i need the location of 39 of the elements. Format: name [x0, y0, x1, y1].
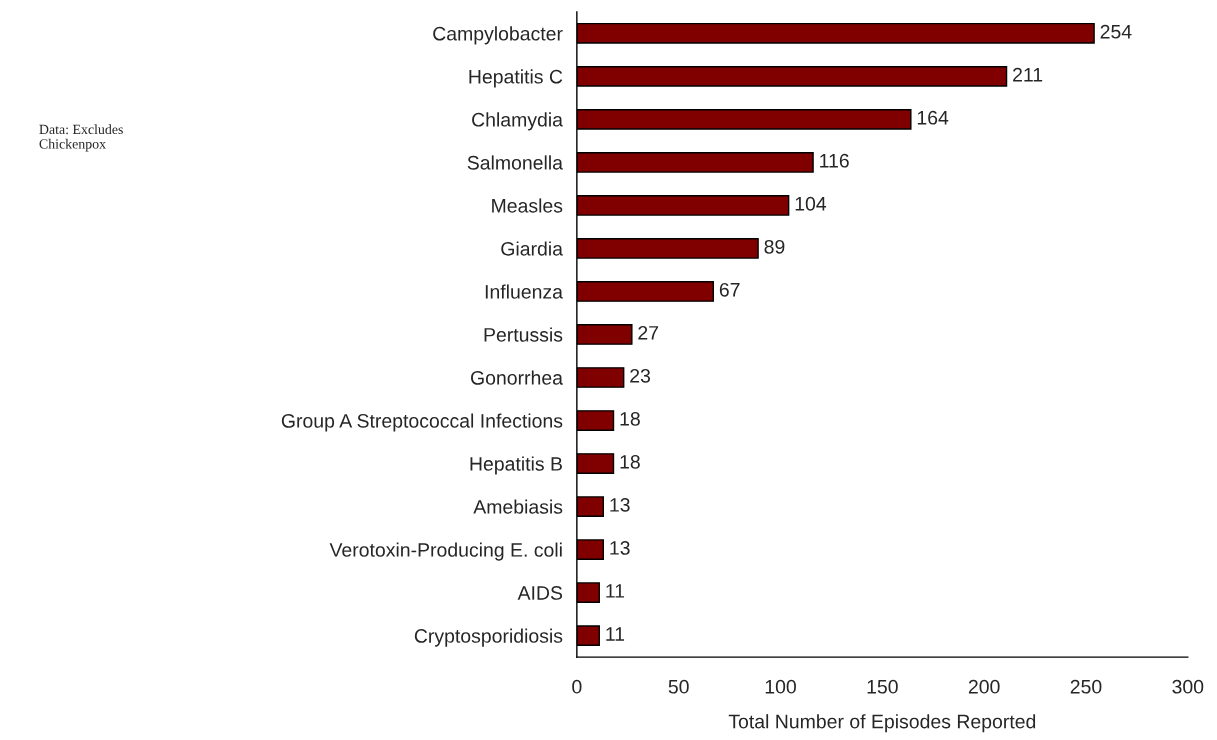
data-label: 11 [606, 627, 625, 641]
y-tick-label: Pertussis [484, 327, 563, 342]
y-tick-label: Amebiasis [473, 499, 563, 514]
x-axis-title: Total Number of Episodes Reported [728, 714, 1036, 733]
x-tick-label: 0 [572, 679, 582, 694]
data-label: 11 [606, 584, 625, 598]
data-label: 104 [795, 196, 827, 211]
data-label: 18 [620, 411, 640, 426]
y-tick-label: Campylobacter [433, 26, 563, 45]
y-tick-label: Gonorrhea [471, 370, 563, 385]
x-tick-label: 50 [668, 679, 689, 694]
data-label: 13 [610, 498, 630, 512]
x-tick-label: 150 [867, 679, 898, 694]
data-label: 89 [764, 239, 785, 254]
y-tick-label: Measles [492, 198, 563, 213]
y-tick-label: Group A Streptococcal Infections [281, 413, 563, 432]
y-tick-label: Salmonella [467, 155, 563, 170]
y-tick-label: Cryptosporidiosis [414, 628, 563, 647]
data-label: 23 [630, 368, 651, 383]
x-tick-label: 250 [1070, 679, 1102, 694]
data-label: 18 [620, 454, 640, 469]
data-label: 13 [610, 541, 630, 555]
data-label: 67 [719, 282, 740, 297]
data-label: 254 [1100, 24, 1132, 39]
y-tick-label: Hepatitis C [469, 69, 563, 88]
data-label: 116 [820, 153, 849, 168]
y-tick-label: Hepatitis B [470, 456, 562, 475]
y-tick-label: Chlamydia [472, 112, 563, 131]
y-tick-label: Verotoxin-Producing E. coli [329, 542, 562, 561]
x-tick-label: 300 [1172, 679, 1204, 694]
x-tick-label: 200 [968, 679, 1000, 694]
data-label: 211 [1013, 67, 1043, 82]
y-tick-label: AIDS [517, 586, 563, 600]
text: Data: Excludes Chickenpox [39, 124, 123, 152]
data-label: 164 [917, 110, 949, 125]
data-label: 27 [638, 325, 659, 340]
y-tick-label: Influenza [485, 284, 563, 299]
x-tick-label: 100 [765, 679, 796, 694]
y-tick-label: Giardia [501, 241, 563, 256]
